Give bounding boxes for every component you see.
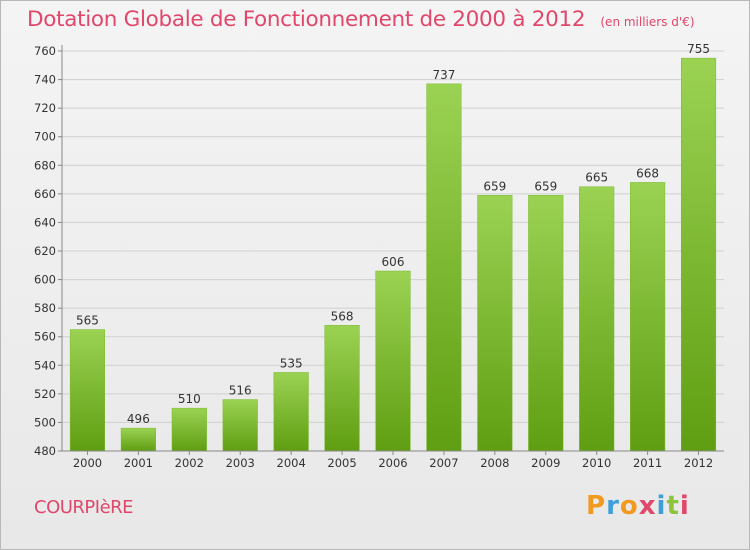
data-label: 659 [483, 179, 506, 193]
data-label: 516 [229, 384, 252, 398]
x-tick-label: 2003 [226, 456, 255, 470]
logo-letter: r [606, 491, 620, 521]
data-label: 565 [76, 314, 99, 328]
data-label: 755 [687, 42, 710, 56]
data-label: 496 [127, 412, 150, 426]
bar [579, 186, 615, 452]
y-tick-label: 640 [34, 215, 56, 229]
x-tick-label: 2001 [124, 456, 153, 470]
logo-letter: x [638, 491, 657, 521]
data-label: 665 [585, 171, 608, 185]
bar [120, 427, 156, 452]
x-tick-label: 2012 [684, 456, 713, 470]
bar [630, 182, 666, 452]
y-tick-label: 540 [34, 358, 56, 372]
data-label: 535 [280, 356, 303, 370]
y-tick-label: 660 [34, 187, 56, 201]
x-tick-label: 2011 [633, 456, 662, 470]
x-tick-label: 2007 [429, 456, 458, 470]
data-label: 668 [636, 166, 659, 180]
bar [426, 83, 462, 452]
chart-unit: (en milliers d'€) [600, 15, 695, 29]
logo-letter: t [666, 491, 680, 521]
logo-letter: i [656, 491, 667, 521]
y-tick-label: 740 [34, 73, 56, 87]
bar [324, 325, 360, 452]
logo-letter: o [619, 491, 639, 521]
x-tick-label: 2004 [277, 456, 306, 470]
x-tick-label: 2000 [73, 456, 102, 470]
y-tick-label: 480 [34, 444, 56, 458]
bar [477, 195, 513, 452]
x-tick-label: 2002 [175, 456, 204, 470]
y-tick-label: 680 [34, 158, 56, 172]
data-label: 510 [178, 392, 201, 406]
data-label: 568 [331, 309, 354, 323]
x-tick-label: 2008 [480, 456, 509, 470]
bar [375, 270, 411, 452]
logo-letter: P [586, 491, 607, 521]
bar [528, 195, 564, 452]
x-tick-label: 2009 [531, 456, 560, 470]
y-tick-label: 600 [34, 273, 56, 287]
y-tick-label: 560 [34, 330, 56, 344]
y-tick-label: 520 [34, 387, 56, 401]
chart-title: Dotation Globale de Fonctionnement de 20… [27, 7, 586, 32]
proxiti-logo: Proxiti [586, 491, 690, 521]
bar [171, 407, 207, 452]
bar [222, 399, 258, 452]
y-tick-label: 580 [34, 301, 56, 315]
data-label: 659 [534, 179, 557, 193]
data-label: 606 [382, 255, 405, 269]
y-tick-label: 500 [34, 415, 56, 429]
y-tick-label: 700 [34, 130, 56, 144]
y-tick-label: 720 [34, 101, 56, 115]
bar [273, 372, 309, 452]
data-label: 737 [432, 68, 455, 82]
y-tick-label: 760 [34, 44, 56, 58]
commune-name: COURPIèRE [34, 497, 134, 518]
logo-letter: i [679, 491, 690, 521]
y-tick-label: 620 [34, 244, 56, 258]
x-tick-label: 2006 [378, 456, 407, 470]
bar [680, 57, 717, 452]
title-line: Dotation Globale de Fonctionnement de 20… [27, 7, 695, 32]
x-tick-label: 2010 [582, 456, 611, 470]
x-tick-label: 2005 [327, 456, 356, 470]
bar [69, 329, 106, 452]
